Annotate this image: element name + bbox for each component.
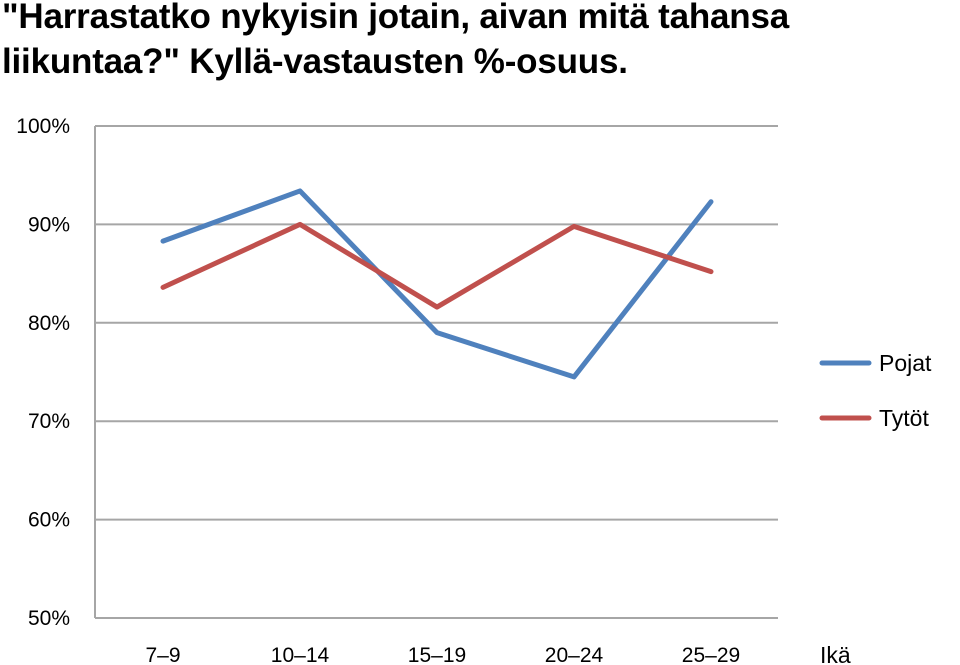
y-tick-label: 100%	[16, 115, 70, 138]
y-tick-label: 90%	[28, 213, 70, 236]
x-axis-title: Ikä	[820, 642, 851, 665]
gridlines	[94, 125, 778, 619]
x-tick-label: 20–24	[545, 644, 604, 665]
series-line-pojat	[160, 188, 714, 380]
y-tick-label: 60%	[28, 509, 70, 532]
y-tick-label: 50%	[28, 607, 70, 630]
x-tick-label: 7–9	[145, 644, 180, 665]
y-axis-ticks: 50% 60% 70% 80% 90% 100%	[16, 115, 70, 630]
legend-label-pojat: Pojat	[879, 350, 932, 376]
legend: Pojat Tytöt	[819, 350, 932, 431]
chart-title: "Harrastatko nykyisin jotain, aivan mitä…	[2, 0, 790, 81]
x-tick-label: 15–19	[408, 644, 466, 665]
y-tick-label: 80%	[28, 312, 70, 335]
x-axis-ticks: 7–9 10–14 15–19 20–24 25–29	[145, 644, 740, 665]
x-tick-label: 10–14	[271, 644, 330, 665]
y-tick-label: 70%	[28, 410, 70, 433]
x-tick-label: 25–29	[682, 644, 740, 665]
series-lines	[160, 188, 714, 380]
legend-label-tytöt: Tytöt	[879, 405, 929, 431]
series-line-tytöt	[160, 221, 714, 310]
